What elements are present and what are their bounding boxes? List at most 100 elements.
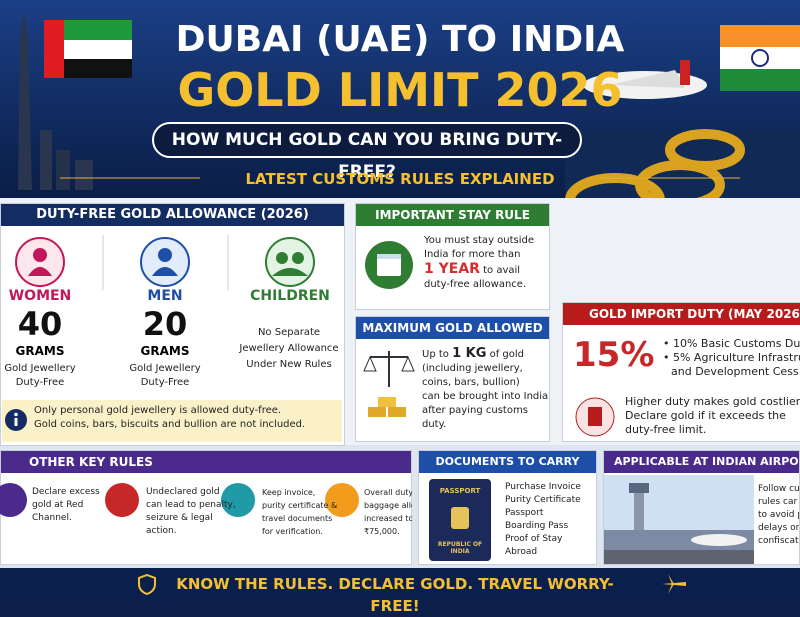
- text-line: coins, bars, bullion): [422, 377, 520, 388]
- text-line: to avail: [483, 265, 521, 276]
- note-line: Higher duty makes gold costlier.: [625, 395, 800, 408]
- footnote-line: Only personal gold jewellery is allowed …: [34, 405, 282, 416]
- document-item: Boarding Pass: [505, 521, 569, 531]
- rule-line: seizure & legal: [146, 513, 213, 523]
- rule-line: travel documents: [262, 514, 333, 523]
- duty-item: • 5% Agriculture Infrastru: [663, 351, 800, 364]
- rule-line: Keep invoice,: [262, 488, 316, 497]
- rule-line: action.: [146, 526, 177, 536]
- allowance-icons: [15, 235, 315, 290]
- group-label: CHILDREN: [250, 288, 330, 304]
- airport-text: Follow cu rules car to avoid p delays or con…: [758, 483, 800, 548]
- document-list: Purchase Invoice Purity Certificate Passpo…: [505, 481, 581, 559]
- rule-line: increased to: [364, 514, 412, 523]
- text-line: India for more than: [424, 249, 521, 260]
- rule-line: purity certificate &: [262, 501, 338, 510]
- text-line: to avoid p: [758, 510, 800, 520]
- duty-panel: GOLD IMPORT DUTY (MAY 2026 UPDA 15% • 10…: [562, 302, 800, 442]
- text-line: after paying customs duty.: [422, 405, 528, 430]
- text-line: rules car: [758, 497, 798, 507]
- rule-line: Overall duty-free: [364, 488, 412, 497]
- title-line1: DUBAI (UAE) TO INDIA: [175, 19, 625, 60]
- max-gold-text: Up to 1 KG of gold (including jewellery,…: [422, 347, 550, 432]
- passport: PASSPORT REPUBLIC OF INDIA: [429, 479, 491, 561]
- group-unit: GRAMS: [140, 344, 190, 358]
- group-label: MEN: [147, 288, 183, 304]
- footnote: Only personal gold jewellery is allowed …: [2, 400, 342, 442]
- document-item: Abroad: [505, 547, 538, 557]
- stay-text: You must stay outside India for more than…: [424, 234, 549, 292]
- note-line: Gold Jewellery: [129, 363, 201, 374]
- text-line: of gold: [489, 349, 525, 360]
- footnote-line: Gold coins, bars, biscuits and bullion a…: [34, 419, 306, 430]
- text-line: You must stay outside: [424, 235, 535, 246]
- highlight: 1 YEAR: [424, 261, 480, 277]
- rule-line: baggage allowance: [364, 501, 412, 510]
- document-item: Purity Certificate: [505, 495, 581, 505]
- text-line: can be brought into India: [422, 391, 549, 402]
- note-line: Duty-Free: [140, 377, 190, 388]
- rule-line: Channel.: [32, 513, 72, 523]
- subtitle: LATEST CUSTOMS RULES EXPLAINED: [245, 170, 555, 188]
- emblem: [451, 507, 469, 529]
- text-line: confiscat: [758, 536, 799, 546]
- document-item: Proof of Stay: [505, 534, 563, 544]
- rule-item: Overall duty-free baggage allowance increa…: [364, 486, 412, 538]
- rule-item: Declare excess gold at Red Channel.: [32, 486, 112, 525]
- document-item: Passport: [505, 508, 544, 518]
- panel-title: OTHER KEY RULES: [1, 451, 411, 473]
- calendar-icon: [365, 241, 413, 289]
- rule-item: Undeclared gold can lead to penalty, seizu…: [146, 486, 236, 538]
- group-note: Gold Jewellery Duty-Free: [115, 362, 215, 390]
- rule-line: Undeclared gold: [146, 487, 220, 497]
- note-line: Declare gold if it exceeds the: [625, 409, 786, 422]
- rule-line: Declare excess: [32, 487, 100, 497]
- group-amount: 40: [17, 305, 63, 343]
- group-note: Gold Jewellery Duty-Free: [0, 362, 80, 390]
- duty-item: • 10% Basic Customs Dut: [663, 337, 800, 350]
- note-line: duty-free limit.: [625, 423, 707, 436]
- note-line: Jewellery Allowance: [239, 343, 339, 354]
- note-line: Duty-Free: [15, 377, 65, 388]
- duty-item: and Development Cess: [671, 365, 799, 378]
- shield-icon: [138, 573, 156, 595]
- rule-line: can lead to penalty,: [146, 500, 236, 510]
- title-line2: GOLD LIMIT 2026: [177, 63, 623, 117]
- max-gold-panel: MAXIMUM GOLD ALLOWED Up to 1 KG of gold …: [355, 316, 550, 442]
- duty-note: Higher duty makes gold costlier. Declare …: [625, 395, 800, 437]
- rule-line: gold at Red: [32, 500, 84, 510]
- duty-rate: 15%: [573, 335, 655, 375]
- group-unit: GRAMS: [15, 344, 65, 358]
- panel-title: APPLICABLE AT INDIAN AIRPO: [604, 451, 799, 473]
- panel-title: IMPORTANT STAY RULE: [356, 204, 549, 226]
- panel-title: DUTY-FREE GOLD ALLOWANCE (2026): [1, 204, 344, 226]
- rule-line: ₹75,000.: [364, 527, 400, 536]
- airports-panel: APPLICABLE AT INDIAN AIRPO Follow cu rule…: [603, 450, 800, 565]
- group-note: No Separate Jewellery Allowance Under New …: [230, 325, 348, 373]
- passport-country: REPUBLIC OF INDIA: [437, 541, 483, 555]
- rule-item: Keep invoice, purity certificate & travel …: [262, 486, 342, 538]
- text-line: Follow cu: [758, 484, 800, 494]
- scale-gold-icon: [363, 351, 415, 417]
- note-line: Under New Rules: [246, 359, 332, 370]
- text-line: Up to: [422, 349, 449, 360]
- rule-line: for verification.: [262, 527, 323, 536]
- airport-art: [604, 475, 754, 564]
- panel-title: DOCUMENTS TO CARRY: [419, 451, 596, 473]
- plane-icon: [662, 574, 686, 594]
- text-line: delays or: [758, 523, 800, 533]
- info-icon: [5, 409, 27, 431]
- note-line: Gold Jewellery: [4, 363, 76, 374]
- question: HOW MUCH GOLD CAN YOU BRING DUTY-FREE?: [152, 122, 582, 182]
- document-item: Purchase Invoice: [505, 482, 581, 492]
- rule-icons: [0, 483, 359, 517]
- footer-text: KNOW THE RULES. DECLARE GOLD. TRAVEL WOR…: [176, 575, 614, 615]
- receipt-icon: [575, 397, 615, 437]
- group-amount: 20: [142, 305, 188, 343]
- text-line: (including jewellery,: [422, 363, 523, 374]
- note-line: No Separate: [257, 327, 321, 338]
- text-line: duty-free allowance.: [424, 279, 527, 290]
- documents-panel: DOCUMENTS TO CARRY PASSPORT REPUBLIC OF …: [418, 450, 597, 565]
- passport-label: PASSPORT: [439, 487, 481, 495]
